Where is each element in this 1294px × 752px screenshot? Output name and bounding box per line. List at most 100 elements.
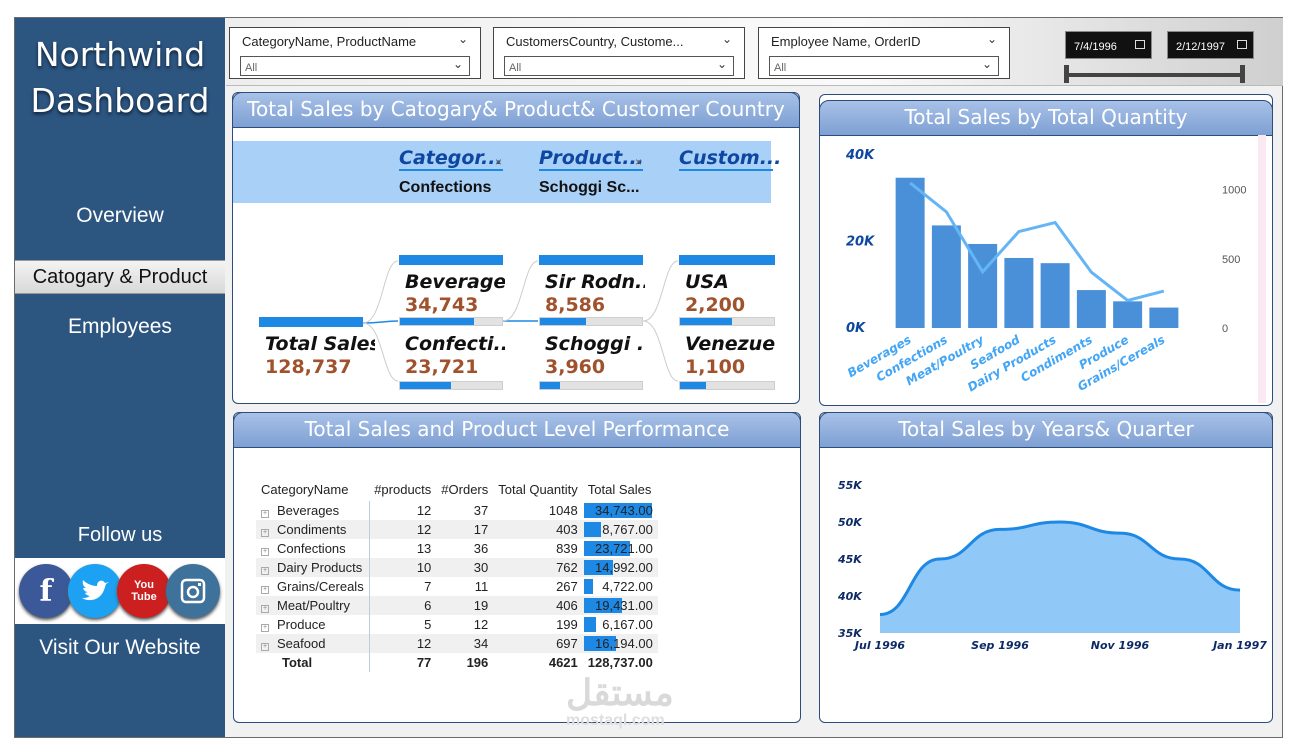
row-orders: 34 — [436, 634, 494, 653]
total-cell: 128,737.00 — [582, 653, 658, 672]
level1-node-name[interactable]: Confecti... — [405, 333, 505, 355]
category-name: Grains/Cereals — [277, 579, 364, 594]
chevron-down-icon[interactable]: ⌄ — [721, 32, 732, 46]
expand-icon[interactable]: + — [261, 567, 269, 575]
row-sales: 14,992.00 — [582, 558, 658, 577]
row-sales: 8,767.00 — [582, 520, 658, 539]
instagram-icon[interactable] — [166, 564, 220, 618]
calendar-icon[interactable] — [1237, 40, 1247, 49]
slicer-employee-order[interactable]: Employee Name, OrderID ⌄ All ⌄ — [758, 27, 1010, 79]
table-row[interactable]: + Beverages 12 37 1048 34,743.00 — [256, 501, 658, 520]
progress-fill — [400, 382, 451, 389]
column-header-category[interactable]: Categor... — [399, 147, 503, 171]
chevron-down-icon[interactable]: ⌄ — [457, 32, 468, 46]
sales-value: 6,167.00 — [602, 617, 653, 632]
sales-area — [880, 522, 1240, 633]
column-header-customer[interactable]: Custom... — [679, 147, 782, 171]
date-end-input[interactable]: 2/12/1997 — [1167, 31, 1254, 59]
level3-node-name[interactable]: Venezuela — [685, 333, 775, 355]
date-slider-start-handle[interactable] — [1064, 65, 1069, 83]
facebook-icon[interactable]: f — [19, 564, 73, 618]
level2-node-name[interactable]: Schoggi ... — [545, 333, 645, 355]
sales-value: 23,721.00 — [595, 541, 653, 556]
y2-tick-label: 1000 — [1222, 185, 1246, 197]
expand-icon[interactable]: + — [261, 529, 269, 537]
date-range-slider[interactable] — [1066, 73, 1244, 77]
sidebar: Northwind Dashboard Overview Catogary & … — [15, 18, 225, 737]
level2-node-name[interactable]: Sir Rodn... — [545, 271, 645, 293]
column-header-product[interactable]: Product... — [539, 147, 644, 171]
slicer-value: All — [509, 62, 522, 74]
visit-website-link[interactable]: Visit Our Website — [39, 636, 201, 659]
bar — [1076, 290, 1106, 328]
table-row[interactable]: + Seafood 12 34 697 16,194.00 — [256, 634, 658, 653]
row-products: 5 — [424, 617, 432, 632]
table-row[interactable]: + Confections 13 36 839 23,721.00 — [256, 539, 658, 558]
nav-employees[interactable]: Employees — [68, 315, 172, 338]
expand-icon[interactable]: + — [261, 586, 269, 594]
date-slider-end-handle[interactable] — [1240, 65, 1245, 83]
table-row[interactable]: + Dairy Products 10 30 762 14,992.00 — [256, 558, 658, 577]
youtube-icon[interactable]: You Tube — [117, 564, 171, 618]
clear-level-icon[interactable]: × — [635, 155, 643, 169]
expand-icon[interactable]: + — [261, 510, 269, 518]
root-bar[interactable] — [259, 317, 363, 327]
total-cell: 4621 — [493, 653, 583, 672]
level2-node-value: 8,586 — [545, 294, 606, 316]
sales-data-bar — [583, 541, 630, 556]
chevron-down-icon[interactable]: ⌄ — [986, 32, 997, 46]
total-row: Total 77 196 4621 128,737.00 — [256, 653, 658, 672]
expand-icon[interactable]: + — [261, 605, 269, 613]
level1-bar[interactable] — [399, 255, 503, 265]
level3-bar[interactable] — [679, 255, 775, 265]
nav-catogary-product[interactable]: Catogary & Product — [15, 260, 225, 294]
row-products: 6 — [369, 596, 437, 615]
decomposition-panel: Total Sales by Catogary& Product& Custom… — [232, 92, 800, 404]
table-row[interactable]: + Produce 5 12 199 6,167.00 — [256, 615, 658, 634]
y-tick-label: 50K — [838, 516, 863, 529]
slicer-dropdown[interactable]: All ⌄ — [240, 56, 470, 76]
progress-fill — [540, 382, 561, 389]
date-start-input[interactable]: 7/4/1996 — [1065, 31, 1152, 59]
category-name: Confections — [277, 541, 346, 556]
level2-bar[interactable] — [539, 255, 643, 265]
header-quantity[interactable]: Total Quantity — [498, 481, 578, 497]
slicer-category-product[interactable]: CategoryName, ProductName ⌄ All ⌄ — [229, 27, 481, 79]
level2-node-value: 3,960 — [545, 356, 606, 378]
matrix-header-row: CategoryName #products #Orders Total Qua… — [256, 477, 658, 501]
sales-line — [879, 520, 1241, 616]
sales-value: 19,431.00 — [595, 598, 653, 613]
table-row[interactable]: + Grains/Cereals 7 11 267 4,722.00 — [256, 577, 658, 596]
y-tick-label: 55K — [838, 479, 863, 492]
date-end-value: 2/12/1997 — [1176, 41, 1225, 53]
expand-icon[interactable]: + — [261, 548, 269, 556]
slicer-dropdown[interactable]: All ⌄ — [769, 56, 999, 76]
sales-value: 4,722.00 — [602, 579, 653, 594]
level3-node-value: 1,100 — [685, 356, 746, 378]
twitter-icon[interactable] — [68, 564, 122, 618]
table-row[interactable]: + Meat/Poultry 6 19 406 19,431.00 — [256, 596, 658, 615]
header-sales[interactable]: Total Sales — [587, 481, 652, 497]
category-matrix: CategoryName #products #Orders Total Qua… — [256, 477, 658, 672]
expand-icon[interactable]: + — [261, 624, 269, 632]
clear-level-icon[interactable]: × — [495, 155, 503, 169]
slicer-dropdown[interactable]: All ⌄ — [504, 56, 734, 76]
column-selected-category: Confections — [399, 179, 492, 196]
table-row[interactable]: + Condiments 12 17 403 8,767.00 — [256, 520, 658, 539]
row-quantity: 199 — [556, 617, 578, 632]
progress-fill — [680, 318, 732, 325]
row-orders: 19 — [436, 596, 494, 615]
level1-node-name[interactable]: Beverages — [405, 271, 505, 293]
header-category[interactable]: CategoryName — [261, 481, 349, 497]
level3-node-name[interactable]: USA — [685, 271, 729, 293]
slicer-customer-country[interactable]: CustomersCountry, Custome... ⌄ All ⌄ — [493, 27, 745, 79]
app-title: Northwind Dashboard — [15, 32, 225, 124]
level1-progress — [399, 317, 503, 326]
level3-progress — [679, 317, 775, 326]
header-orders[interactable]: #Orders — [441, 481, 489, 497]
nav-overview[interactable]: Overview — [76, 204, 164, 227]
header-products[interactable]: #products — [374, 481, 432, 497]
row-quantity: 403 — [493, 520, 583, 539]
expand-icon[interactable]: + — [261, 643, 269, 651]
calendar-icon[interactable] — [1135, 40, 1145, 49]
